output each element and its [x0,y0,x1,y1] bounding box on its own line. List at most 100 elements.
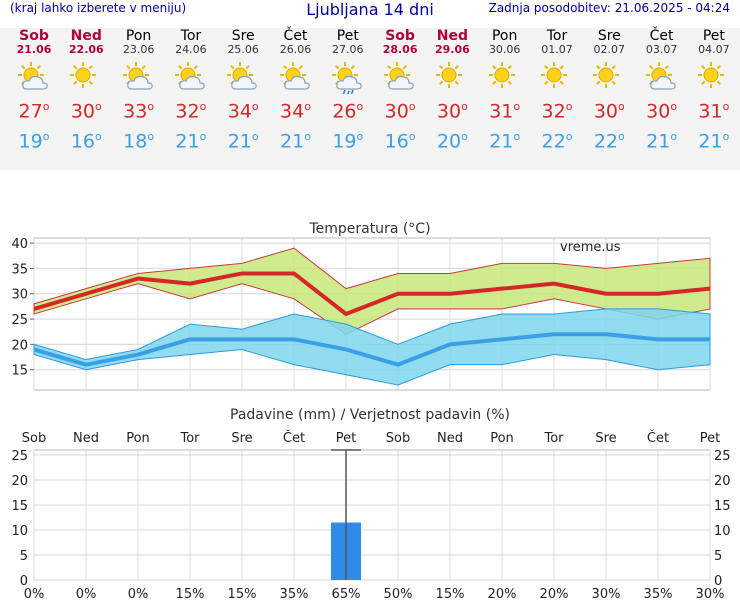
max-temp-line [33,271,711,316]
sun-cloud-icon [174,62,205,90]
precip-probability: 15% [436,587,465,600]
max-temp-value: 33 [123,100,148,123]
degree-symbol: o [147,130,155,144]
min-temp: 21o [688,126,740,152]
day-name: Sre [231,28,255,44]
min-temp-band [33,308,711,386]
sun-cloud-icon [122,62,153,90]
daily-forecast-strip: Sob 21.06 27o 19o Ned 22.06 30o 16o Pon 23.06 33o 1… [0,28,740,170]
max-temp-band [33,247,711,335]
max-temp: 30o [636,96,688,122]
day-name: Čet [649,28,674,44]
precip-probability: 50% [384,587,413,600]
precip-y-tick-left: 10 [11,524,28,539]
max-temp: 26o [322,96,374,122]
min-temp: 16o [374,126,426,152]
max-temp: 30o [60,96,112,122]
day-name: Pet [336,28,359,44]
min-temp: 21o [217,126,269,152]
sun-icon [593,62,620,88]
precip-day-label: Ned [73,431,99,446]
day-date: 26.06 [279,43,312,56]
min-temp-value: 21 [227,130,252,153]
degree-symbol: o [304,130,311,144]
precip-day-label: Pon [126,431,150,446]
day-8: Ned 29.06 30o 20o [426,28,478,153]
max-temp: 34o [270,96,322,122]
max-temp: 32o [531,96,583,122]
max-temp-value: 32 [541,100,566,123]
degree-symbol: o [618,100,625,113]
precip-y-tick-left: 5 [20,549,28,564]
degree-symbol: o [199,100,207,113]
min-temp-value: 19 [18,130,43,153]
day-name: Tor [546,28,568,44]
degree-symbol: o [356,130,364,144]
max-temp: 34o [217,96,269,122]
max-temp-value: 30 [436,100,462,123]
degree-symbol: o [513,100,521,113]
precip-day-label: Tor [179,431,200,446]
day-date: 27.06 [332,43,364,56]
day-name: Ned [436,28,468,44]
min-temp: 18o [113,126,165,152]
max-temp: 31o [479,96,531,122]
precip-y-tick-left: 15 [11,499,28,514]
precip-y-tick-left: 0 [20,574,28,589]
max-temp-value: 30 [384,100,409,123]
temp-y-tick-label: 20 [11,338,28,353]
sun-cloud-icon [227,62,257,90]
temp-y-tick-label: 15 [11,364,28,379]
sun-cloud-icon [645,62,676,90]
day-1: Ned 22.06 30o 16o [60,28,112,153]
min-temp: 16o [60,126,112,152]
degree-symbol: o [408,100,416,113]
day-13: Pet 04.07 31o 21o [688,28,740,153]
min-temp: 21o [165,126,217,152]
precip-probability: 20% [488,587,517,600]
last-updated: Zadnja posodobitev: 21.06.2025 - 04:24 [488,1,730,15]
max-temp-value: 31 [489,100,514,123]
precip-y-tick-right: 0 [714,574,722,589]
max-temp: 30o [426,96,478,122]
min-temp-value: 21 [280,130,305,153]
max-temp-value: 27 [18,100,43,123]
degree-symbol: o [670,130,678,144]
max-temp-value: 30 [70,100,96,123]
max-temp-value: 31 [698,100,723,123]
degree-symbol: o [251,100,259,113]
temp-y-tick-label: 35 [11,262,28,277]
day-date: 01.07 [541,43,573,56]
degree-symbol: o [618,130,625,144]
degree-symbol: o [408,130,416,144]
min-temp: 19o [322,126,374,152]
precip-y-tick-right: 10 [714,524,731,539]
min-temp: 19o [8,126,60,152]
day-name: Sob [19,28,49,44]
precip-day-label: Sob [22,431,46,446]
degree-symbol: o [199,130,207,144]
day-date: 03.07 [645,43,678,56]
day-9: Pon 30.06 31o 21o [479,28,531,153]
precip-probability: 0% [76,587,97,600]
min-temp: 21o [479,126,531,152]
day-2: Pon 23.06 33o 18o [113,28,165,153]
precip-probability: 65% [332,587,361,600]
day-name: Čet [283,28,308,44]
day-date: 04.07 [698,43,730,56]
day-name: Pon [491,28,518,44]
min-temp: 20o [426,126,478,152]
degree-symbol: o [513,130,521,144]
degree-symbol: o [42,130,50,144]
day-name: Sob [385,28,415,44]
min-temp-value: 22 [541,130,566,153]
day-date: 21.06 [16,43,52,56]
max-temp: 30o [374,96,426,122]
degree-symbol: o [42,100,50,113]
temp-y-tick-label: 40 [11,237,28,252]
menu-hint[interactable]: (kraj lahko izberete v meniju) [10,1,187,15]
sun-cloud-icon [384,62,414,90]
day-11: Sre 02.07 30o 22o [583,28,635,153]
day-5: Čet 26.06 34o 21o [270,28,322,153]
sun-icon [436,62,463,88]
